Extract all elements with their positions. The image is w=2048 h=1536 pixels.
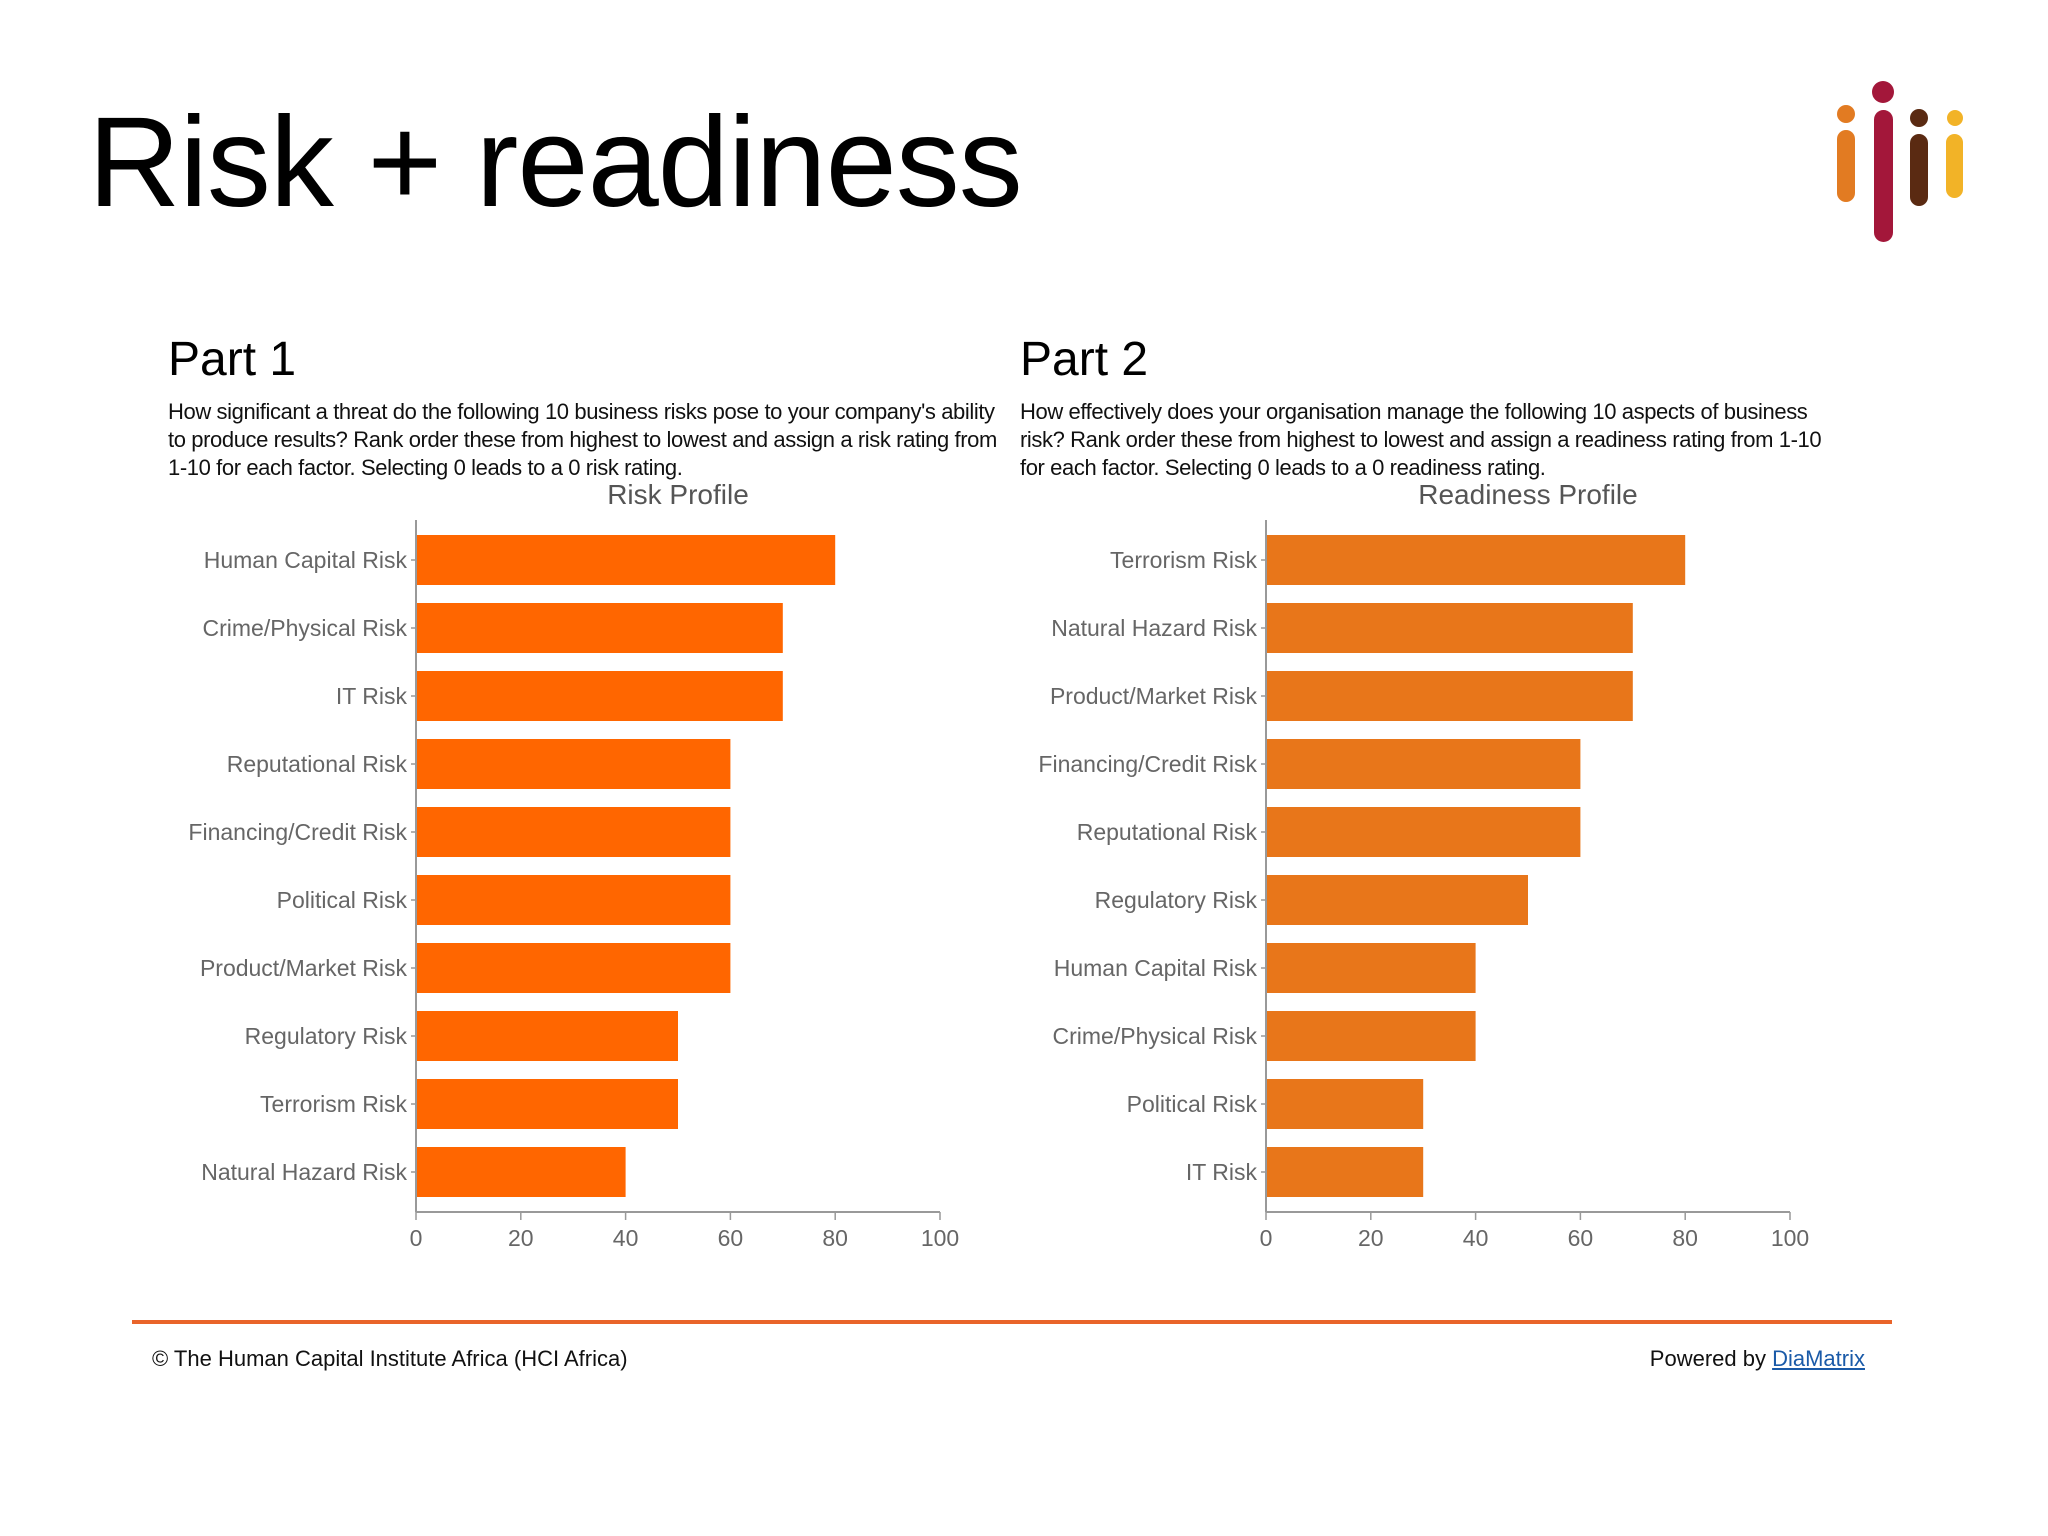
- x-tick-label: 80: [822, 1225, 848, 1251]
- chart-bar: [416, 603, 783, 653]
- chart-bar: [416, 1011, 678, 1061]
- chart-bar: [1266, 1147, 1424, 1197]
- chart-bar: [416, 1079, 678, 1129]
- y-tick-label: Regulatory Risk: [1095, 887, 1258, 913]
- chart-bar: [416, 535, 836, 585]
- x-tick-label: 80: [1672, 1225, 1698, 1251]
- part-1-description: How significant a threat do the followin…: [168, 399, 997, 480]
- y-tick-label: Terrorism Risk: [1110, 547, 1257, 573]
- x-tick-label: 0: [410, 1225, 423, 1251]
- chart-bar: [1266, 943, 1476, 993]
- risk-profile-chart: Risk Profile Human Capital Risk Crime/Phys…: [188, 479, 959, 1251]
- part-1-heading: Part 1: [168, 333, 297, 386]
- y-tick-label: Product/Market Risk: [1050, 683, 1258, 709]
- x-tick-label: 40: [613, 1225, 639, 1251]
- x-tick-label: 60: [1568, 1225, 1594, 1251]
- y-tick-label: Political Risk: [1127, 1091, 1258, 1117]
- chart-bar: [416, 739, 731, 789]
- y-tick-label: Reputational Risk: [227, 751, 408, 777]
- slide-title: Risk + readiness: [88, 91, 1023, 234]
- chart-bar: [1266, 739, 1581, 789]
- chart-bar: [1266, 671, 1633, 721]
- x-tick-label: 20: [1358, 1225, 1384, 1251]
- diamatrix-link[interactable]: DiaMatrix: [1772, 1346, 1865, 1371]
- y-tick-label: Natural Hazard Risk: [201, 1159, 407, 1185]
- chart-bar: [1266, 603, 1633, 653]
- chart-bar: [1266, 1011, 1476, 1061]
- chart-bar: [1266, 875, 1528, 925]
- x-tick-label: 100: [1771, 1225, 1809, 1251]
- hci-africa-logo-icon: [1834, 76, 1970, 248]
- chart-bar: [1266, 807, 1581, 857]
- chart-bar: [416, 671, 783, 721]
- y-tick-label: Reputational Risk: [1077, 819, 1258, 845]
- y-tick-label: Regulatory Risk: [245, 1023, 408, 1049]
- chart-bar: [416, 875, 731, 925]
- y-tick-label: Product/Market Risk: [200, 955, 408, 981]
- chart-bar: [416, 943, 731, 993]
- x-tick-label: 20: [508, 1225, 534, 1251]
- chart-bar: [416, 1147, 626, 1197]
- part-2-description: How effectively does your organisation m…: [1020, 399, 1822, 480]
- y-tick-label: Human Capital Risk: [204, 547, 408, 573]
- footer-copyright: © The Human Capital Institute Africa (HC…: [152, 1346, 628, 1371]
- y-tick-label: Human Capital Risk: [1054, 955, 1258, 981]
- readiness-profile-chart: Readiness Profile Terrorism Risk Natural H…: [1038, 479, 1809, 1251]
- y-tick-label: Political Risk: [277, 887, 408, 913]
- part-2-heading: Part 2: [1020, 333, 1149, 386]
- part-1-section: Part 1 How significant a threat do the f…: [168, 332, 998, 482]
- y-tick-label: IT Risk: [336, 683, 408, 709]
- chart-bar: [416, 807, 731, 857]
- y-tick-label: IT Risk: [1186, 1159, 1258, 1185]
- footer-powered-by: Powered by DiaMatrix: [1650, 1346, 1865, 1372]
- chart-bar: [1266, 1079, 1424, 1129]
- x-tick-label: 40: [1463, 1225, 1489, 1251]
- x-tick-label: 100: [921, 1225, 959, 1251]
- x-tick-label: 60: [718, 1225, 744, 1251]
- chart-title: Risk Profile: [607, 479, 749, 510]
- y-tick-label: Terrorism Risk: [260, 1091, 407, 1117]
- chart-bar: [1266, 535, 1686, 585]
- footer-divider: [132, 1320, 1892, 1324]
- y-tick-label: Crime/Physical Risk: [203, 615, 408, 641]
- y-tick-label: Financing/Credit Risk: [188, 819, 407, 845]
- chart-title: Readiness Profile: [1418, 479, 1637, 510]
- x-tick-label: 0: [1260, 1225, 1273, 1251]
- powered-by-label: Powered by: [1649, 1346, 1773, 1371]
- y-tick-label: Natural Hazard Risk: [1051, 615, 1257, 641]
- y-tick-label: Crime/Physical Risk: [1053, 1023, 1258, 1049]
- part-2-section: Part 2 How effectively does your organis…: [1020, 332, 1850, 482]
- y-tick-label: Financing/Credit Risk: [1038, 751, 1257, 777]
